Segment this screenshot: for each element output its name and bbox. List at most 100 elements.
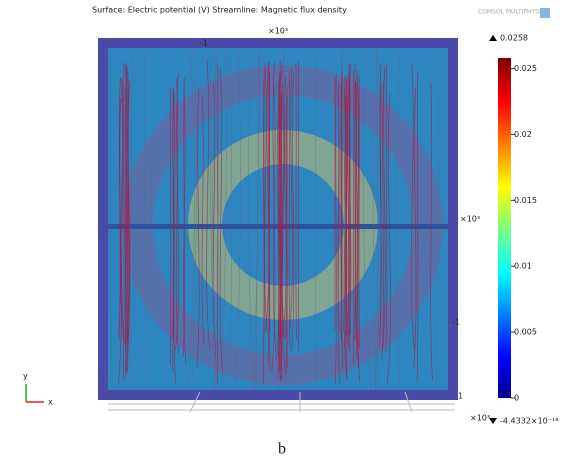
- streamline: [127, 90, 129, 366]
- streamline: [221, 49, 227, 390]
- streamline: [282, 76, 287, 337]
- streamline: [354, 63, 356, 342]
- colorbar-max: 0.0258: [500, 34, 528, 43]
- colorbar-tick-label: 0.015: [514, 196, 537, 205]
- top-tick: -1: [200, 39, 208, 48]
- streamline: [262, 78, 265, 385]
- streamline: [125, 66, 128, 373]
- streamline: [285, 90, 288, 374]
- bottom-scale: ×10³: [470, 414, 490, 423]
- streamline: [173, 94, 177, 384]
- streamline: [413, 87, 417, 369]
- colorbar-tick-label: 0.025: [514, 64, 537, 73]
- streamline: [206, 60, 211, 350]
- streamline: [335, 73, 337, 384]
- streamline: [291, 73, 295, 353]
- streamline: [281, 85, 287, 376]
- streamline: [175, 72, 180, 350]
- streamline: [354, 81, 357, 333]
- streamline: [281, 93, 285, 339]
- streamline: [191, 49, 197, 390]
- streamlines: [109, 49, 439, 390]
- streamline: [278, 49, 285, 390]
- min-arrow: [489, 418, 497, 424]
- streamline: [358, 73, 361, 349]
- colorbar-tick-label: 0.02: [514, 130, 532, 139]
- caption: b: [278, 441, 286, 458]
- streamline: [109, 49, 113, 390]
- streamline: [376, 49, 378, 390]
- streamline: [289, 66, 293, 331]
- streamline: [385, 64, 388, 353]
- streamline: [264, 63, 268, 334]
- colorbar-min: -4.4332×10⁻¹⁸: [500, 417, 558, 426]
- streamline: [212, 49, 218, 390]
- right-tick: -1: [452, 318, 460, 327]
- logo-icon: [540, 8, 550, 18]
- streamline: [214, 49, 218, 390]
- bottom-grid: [108, 391, 455, 413]
- colorbar-tick-label: 0.01: [514, 262, 532, 271]
- streamline: [120, 77, 125, 343]
- streamline: [347, 63, 352, 347]
- streamline: [210, 49, 216, 390]
- streamline: [282, 49, 288, 390]
- streamline: [201, 95, 205, 345]
- streamline: [416, 71, 419, 383]
- streamline: [382, 65, 386, 349]
- streamline: [169, 87, 172, 366]
- max-arrow: [489, 35, 497, 41]
- streamline: [357, 91, 360, 369]
- streamline: [363, 49, 372, 390]
- right-tick: 1: [458, 392, 463, 401]
- axis-x: x: [48, 398, 53, 407]
- streamline: [196, 88, 200, 369]
- streamline: [346, 73, 349, 343]
- axis-y: y: [23, 372, 28, 381]
- colorbar: [498, 58, 511, 398]
- streamline: [435, 49, 439, 390]
- streamline: [395, 49, 401, 390]
- plot-title: Surface: Electric potential (V) Streamli…: [92, 6, 347, 15]
- streamline: [340, 49, 346, 390]
- streamline: [234, 49, 241, 390]
- streamline: [386, 93, 391, 385]
- logo: COMSOL MULTIPHYSICS: [478, 9, 549, 16]
- streamline: [378, 64, 382, 348]
- streamline: [172, 87, 174, 371]
- streamline: [229, 49, 233, 390]
- streamline: [144, 49, 148, 390]
- streamline: [345, 98, 348, 379]
- streamline: [187, 49, 195, 390]
- streamline: [118, 78, 121, 335]
- streamline: [275, 98, 280, 361]
- streamline: [212, 83, 217, 356]
- colorbar-tick-label: 0: [514, 394, 519, 403]
- streamline: [122, 63, 125, 381]
- streamline: [271, 62, 276, 371]
- streamline: [183, 89, 187, 366]
- streamline: [410, 63, 415, 350]
- right-scale: ×10³: [460, 215, 480, 224]
- streamline: [430, 82, 433, 381]
- streamline: [281, 64, 283, 380]
- streamline: [265, 63, 270, 332]
- streamline: [175, 78, 179, 355]
- top-scale: ×10³: [268, 27, 288, 36]
- streamline: [129, 49, 133, 390]
- streamline: [315, 49, 317, 390]
- streamline: [121, 78, 125, 344]
- streamline: [268, 69, 271, 371]
- streamline: [381, 79, 384, 360]
- streamline: [372, 49, 376, 390]
- streamline: [127, 82, 131, 357]
- streamline: [355, 69, 358, 344]
- streamline: [337, 83, 341, 384]
- streamline: [349, 79, 351, 336]
- geometry: [108, 49, 448, 390]
- streamline: [219, 69, 224, 376]
- streamline: [288, 70, 291, 350]
- streamline: [255, 49, 261, 390]
